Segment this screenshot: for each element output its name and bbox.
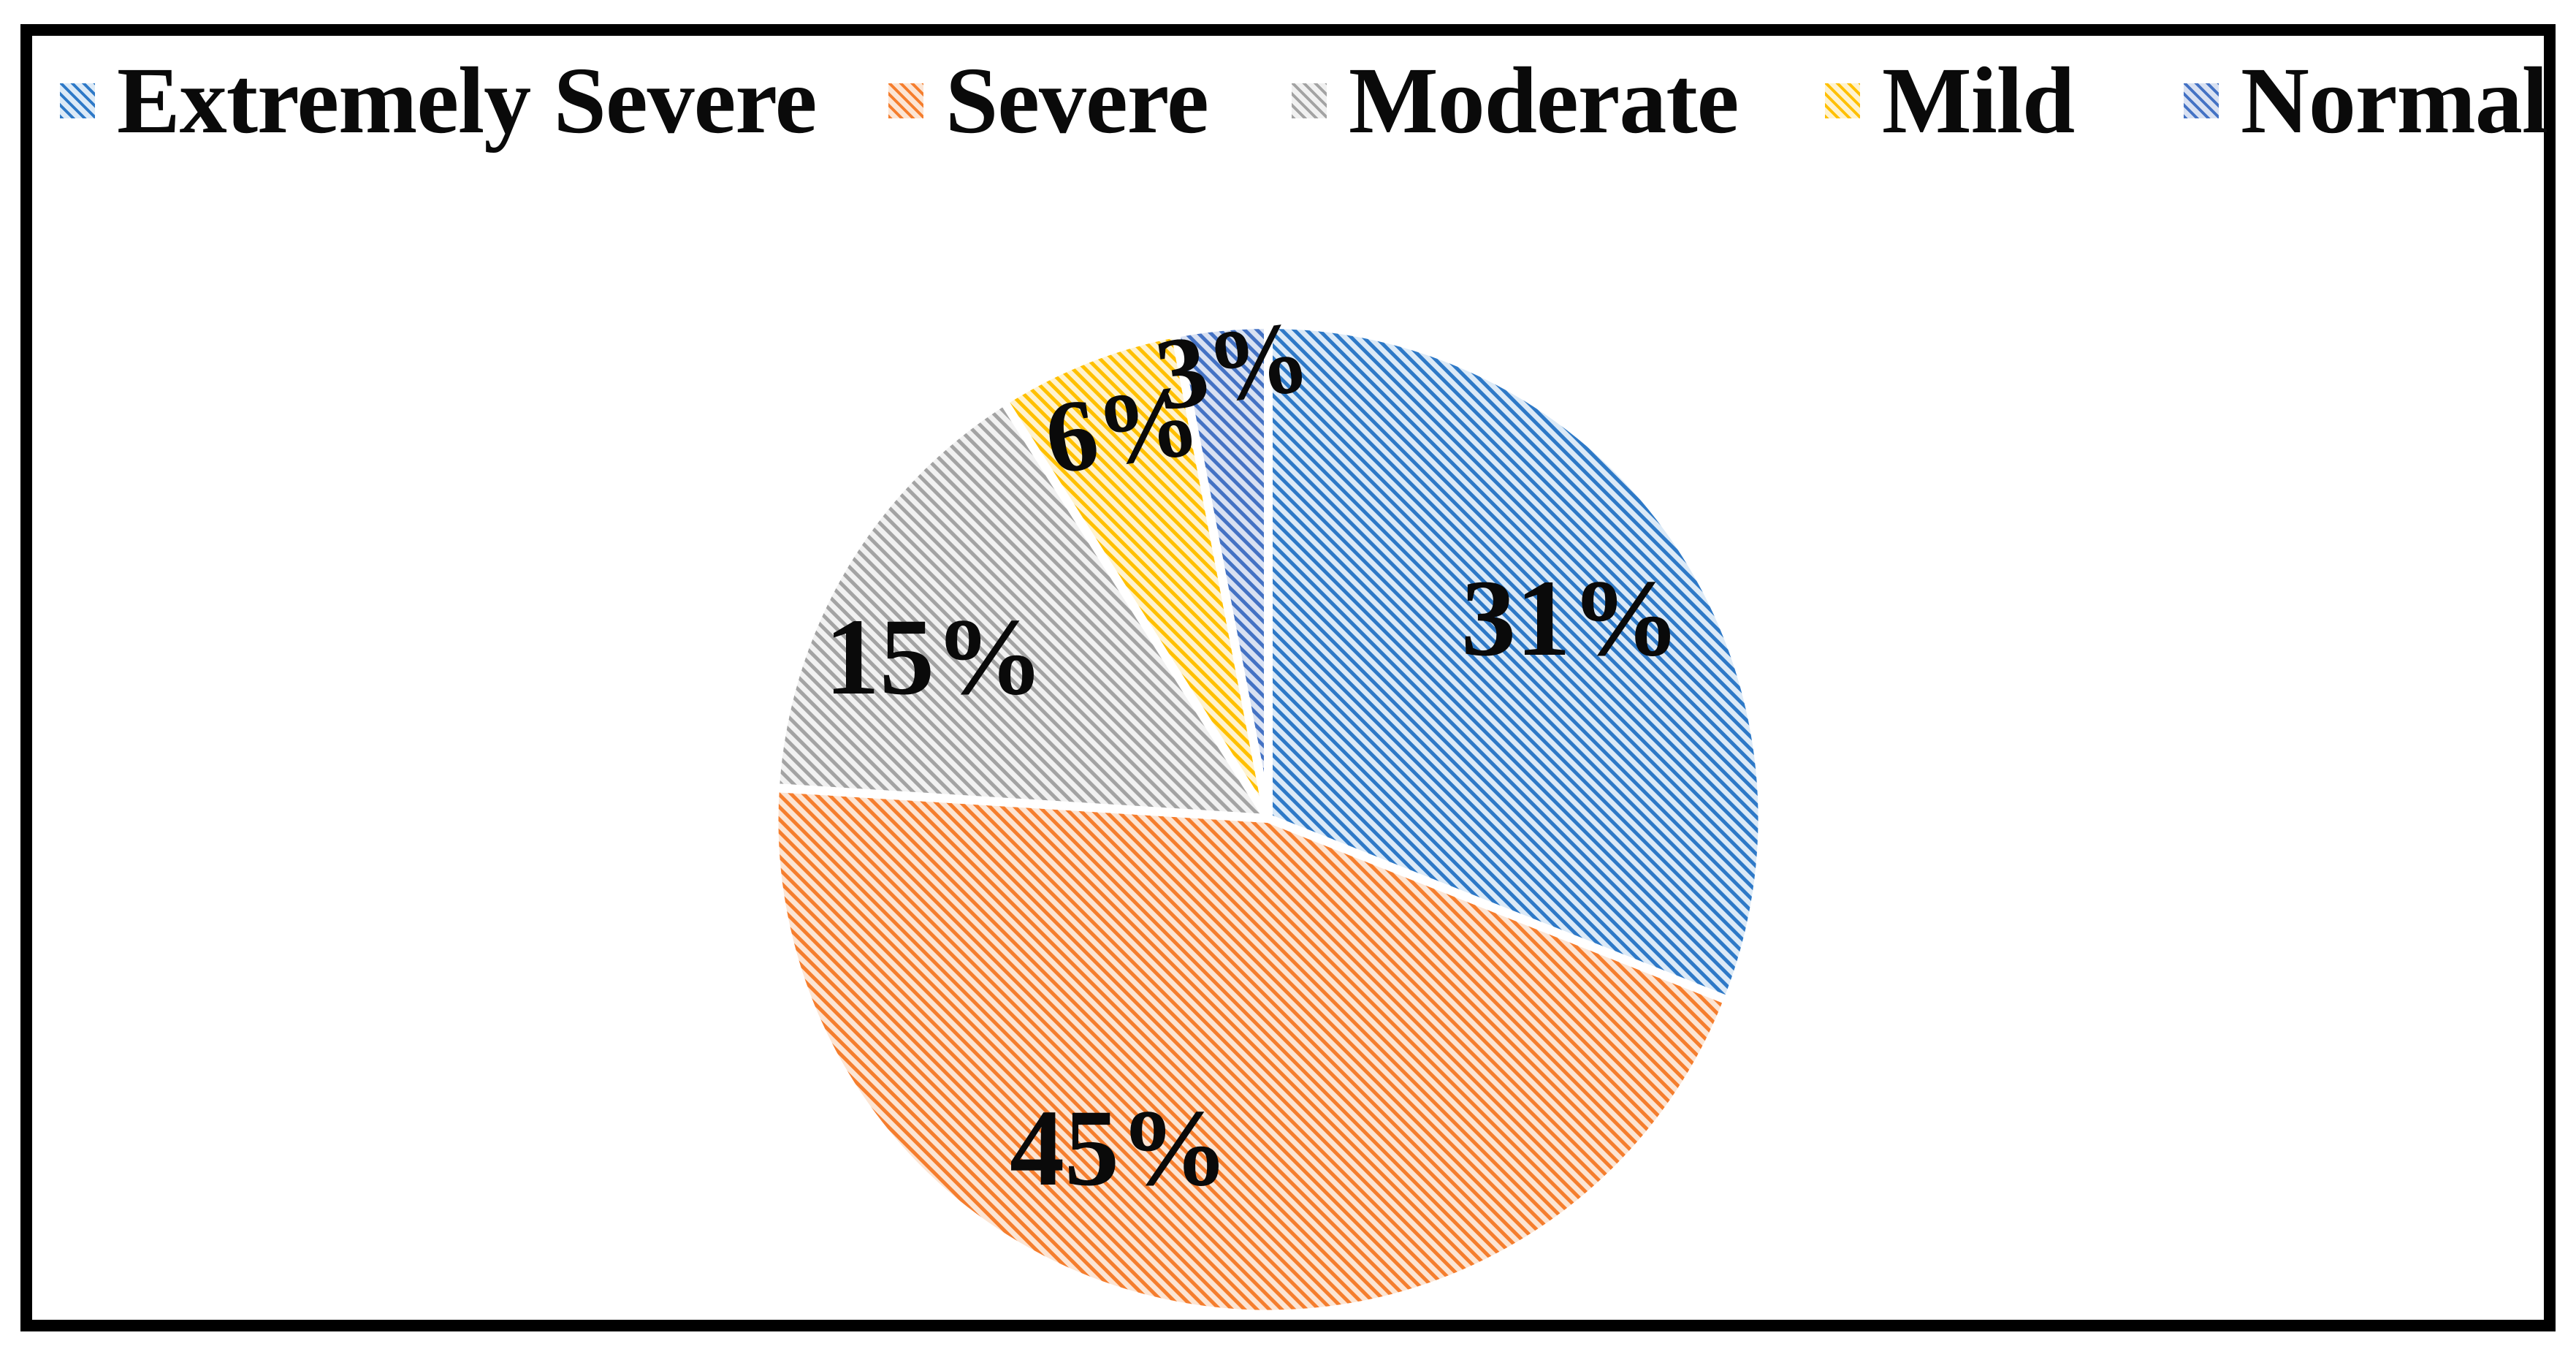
slice-label-mild: 6% xyxy=(1039,362,1207,496)
legend-item-mild: Mild xyxy=(1825,53,2075,148)
slice-moderate-15pct xyxy=(771,397,1273,823)
chart-legend: Extremely Severe Severe Moderate Mild No… xyxy=(0,0,2576,175)
legend-label-mild: Mild xyxy=(1882,48,2075,153)
slice-label-severe: 45% xyxy=(1010,1087,1229,1209)
legend-swatch-severe xyxy=(888,83,923,118)
legend-item-severe: Severe xyxy=(888,53,1209,148)
slice-normal-3pct xyxy=(1171,319,1273,823)
legend-swatch-normal xyxy=(2184,83,2219,118)
legend-label-moderate: Moderate xyxy=(1349,48,1739,153)
legend-item-normal: Normal xyxy=(2184,53,2548,148)
legend-swatch-mild xyxy=(1825,83,1860,118)
legend-item-moderate: Moderate xyxy=(1292,53,1739,148)
legend-label-normal: Normal xyxy=(2241,48,2548,153)
slice-extremely-severe-31pct xyxy=(1264,320,1767,1005)
legend-label-extremely-severe: Extremely Severe xyxy=(117,48,817,153)
slice-mild-6pct xyxy=(999,329,1273,823)
legend-swatch-extremely-severe xyxy=(60,83,95,118)
slice-label-extremely-severe: 31% xyxy=(1461,558,1680,679)
legend-swatch-moderate xyxy=(1292,83,1327,118)
legend-label-severe: Severe xyxy=(945,48,1209,153)
slice-severe-45pct xyxy=(769,783,1732,1319)
legend-item-extremely-severe: Extremely Severe xyxy=(60,53,817,148)
slice-label-moderate: 15% xyxy=(825,596,1044,718)
slice-label-normal: 3% xyxy=(1149,299,1317,433)
figure-border-frame xyxy=(20,24,2556,1331)
